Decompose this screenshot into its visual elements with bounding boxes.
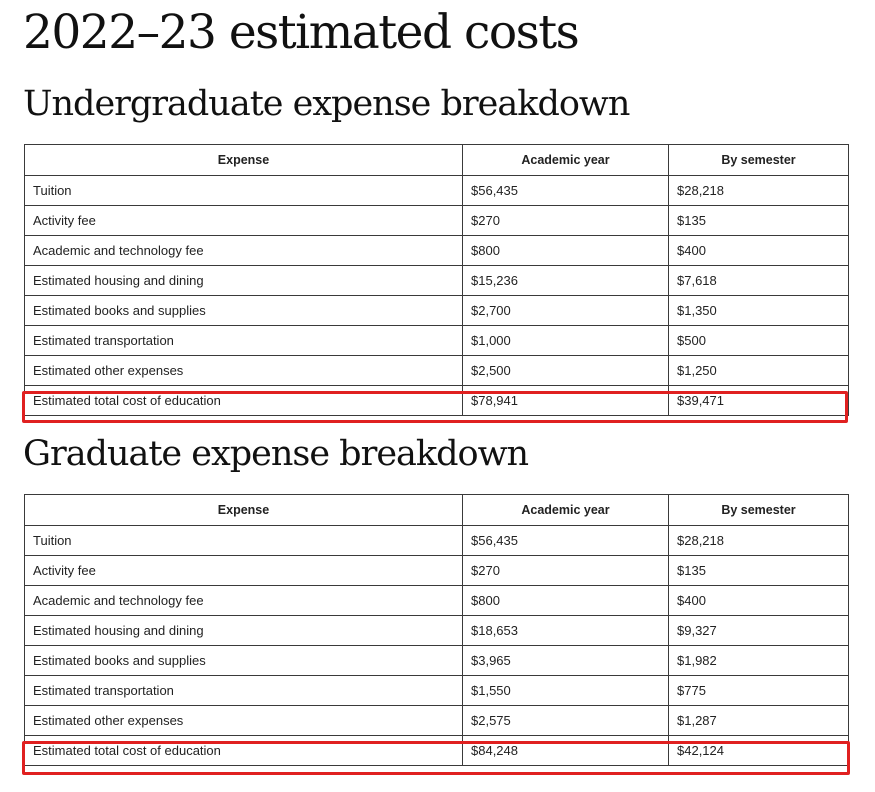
academic-year-cell: $84,248 [462, 735, 669, 766]
by-semester-cell: $28,218 [668, 525, 849, 556]
table-row: Estimated books and supplies $3,965 $1,9… [24, 645, 849, 676]
expense-cell: Activity fee [24, 205, 463, 236]
table-row: Estimated housing and dining $18,653 $9,… [24, 615, 849, 646]
header-expense: Expense [24, 494, 463, 526]
table-header-row: Expense Academic year By semester [24, 494, 849, 526]
expense-cell: Estimated other expenses [24, 705, 463, 736]
table-row: Estimated other expenses $2,500 $1,250 [24, 355, 849, 386]
expense-cell: Estimated total cost of education [24, 735, 463, 766]
table-row: Estimated housing and dining $15,236 $7,… [24, 265, 849, 296]
by-semester-cell: $39,471 [668, 385, 849, 416]
expense-cell: Estimated housing and dining [24, 615, 463, 646]
expense-cell: Estimated total cost of education [24, 385, 463, 416]
table-row: Estimated transportation $1,550 $775 [24, 675, 849, 706]
undergraduate-expense-table: Expense Academic year By semester Tuitio… [24, 144, 849, 416]
academic-year-cell: $15,236 [462, 265, 669, 296]
table-row: Tuition $56,435 $28,218 [24, 175, 849, 206]
expense-cell: Estimated housing and dining [24, 265, 463, 296]
expense-cell: Estimated books and supplies [24, 295, 463, 326]
header-academic-year: Academic year [462, 144, 669, 176]
graduate-expense-table: Expense Academic year By semester Tuitio… [24, 494, 849, 766]
table-header-row: Expense Academic year By semester [24, 144, 849, 176]
by-semester-cell: $1,287 [668, 705, 849, 736]
academic-year-cell: $270 [462, 205, 669, 236]
expense-cell: Estimated books and supplies [24, 645, 463, 676]
by-semester-cell: $135 [668, 555, 849, 586]
table-row: Estimated other expenses $2,575 $1,287 [24, 705, 849, 736]
by-semester-cell: $500 [668, 325, 849, 356]
table-row: Tuition $56,435 $28,218 [24, 525, 849, 556]
expense-cell: Activity fee [24, 555, 463, 586]
expense-cell: Academic and technology fee [24, 585, 463, 616]
header-expense: Expense [24, 144, 463, 176]
table-row: Activity fee $270 $135 [24, 205, 849, 236]
academic-year-cell: $800 [462, 585, 669, 616]
header-by-semester: By semester [668, 144, 849, 176]
academic-year-cell: $1,550 [462, 675, 669, 706]
academic-year-cell: $2,700 [462, 295, 669, 326]
table-row: Activity fee $270 $135 [24, 555, 849, 586]
by-semester-cell: $400 [668, 585, 849, 616]
by-semester-cell: $1,350 [668, 295, 849, 326]
by-semester-cell: $28,218 [668, 175, 849, 206]
by-semester-cell: $7,618 [668, 265, 849, 296]
expense-cell: Tuition [24, 525, 463, 556]
by-semester-cell: $1,250 [668, 355, 849, 386]
academic-year-cell: $3,965 [462, 645, 669, 676]
expense-cell: Estimated transportation [24, 325, 463, 356]
expense-cell: Academic and technology fee [24, 235, 463, 266]
by-semester-cell: $775 [668, 675, 849, 706]
total-row: Estimated total cost of education $78,94… [24, 385, 849, 416]
header-by-semester: By semester [668, 494, 849, 526]
by-semester-cell: $1,982 [668, 645, 849, 676]
table-row: Estimated transportation $1,000 $500 [24, 325, 849, 356]
total-row: Estimated total cost of education $84,24… [24, 735, 849, 766]
table-row: Academic and technology fee $800 $400 [24, 585, 849, 616]
academic-year-cell: $56,435 [462, 525, 669, 556]
graduate-section-title: Graduate expense breakdown [23, 434, 529, 474]
academic-year-cell: $2,575 [462, 705, 669, 736]
undergraduate-section-title: Undergraduate expense breakdown [23, 84, 630, 124]
academic-year-cell: $800 [462, 235, 669, 266]
academic-year-cell: $1,000 [462, 325, 669, 356]
academic-year-cell: $270 [462, 555, 669, 586]
academic-year-cell: $78,941 [462, 385, 669, 416]
expense-cell: Estimated transportation [24, 675, 463, 706]
academic-year-cell: $56,435 [462, 175, 669, 206]
by-semester-cell: $9,327 [668, 615, 849, 646]
by-semester-cell: $135 [668, 205, 849, 236]
expense-cell: Tuition [24, 175, 463, 206]
page-title: 2022–23 estimated costs [23, 5, 580, 60]
table-row: Estimated books and supplies $2,700 $1,3… [24, 295, 849, 326]
academic-year-cell: $18,653 [462, 615, 669, 646]
by-semester-cell: $400 [668, 235, 849, 266]
header-academic-year: Academic year [462, 494, 669, 526]
table-row: Academic and technology fee $800 $400 [24, 235, 849, 266]
academic-year-cell: $2,500 [462, 355, 669, 386]
expense-cell: Estimated other expenses [24, 355, 463, 386]
by-semester-cell: $42,124 [668, 735, 849, 766]
